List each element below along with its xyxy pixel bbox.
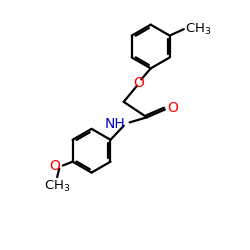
Text: NH: NH: [104, 117, 125, 131]
Text: O: O: [49, 158, 60, 172]
Text: O: O: [134, 76, 144, 90]
Text: O: O: [167, 101, 178, 115]
Text: CH$_3$: CH$_3$: [44, 179, 70, 194]
Text: CH$_3$: CH$_3$: [185, 22, 212, 37]
